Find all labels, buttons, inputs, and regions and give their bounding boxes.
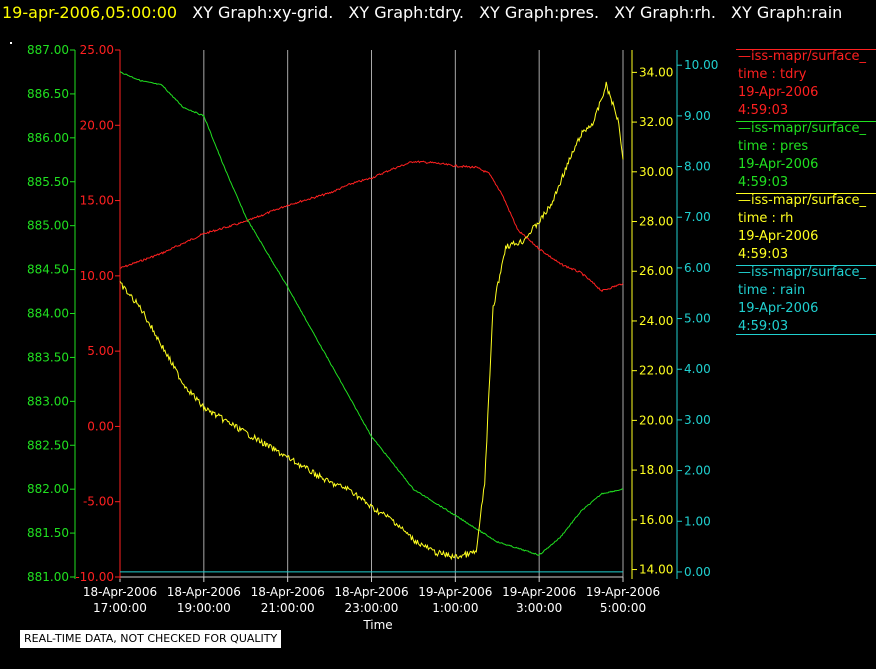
- y-tick-label-rain: 10.00: [684, 58, 718, 72]
- graph-title-rh: XY Graph:rh.: [614, 3, 716, 22]
- y-tick-label-rh: 22.00: [639, 364, 673, 378]
- graph-title-grid: XY Graph:xy-grid.: [192, 3, 334, 22]
- x-tick-label-time: 1:00:00: [432, 601, 478, 615]
- y-tick-label-pres: 884.00: [27, 307, 69, 321]
- y-tick-label-pres: 884.50: [27, 263, 69, 277]
- y-tick-label-pres: 885.50: [27, 175, 69, 189]
- y-tick-label-pres: 882.50: [27, 438, 69, 452]
- legend-date: 19-Apr-2006: [738, 229, 819, 244]
- x-tick-label-date: 18-Apr-2006: [334, 585, 408, 599]
- y-tick-label-rh: 28.00: [639, 215, 673, 229]
- y-tick-label-tdry: 25.00: [80, 43, 114, 57]
- y-tick-label-rh: 30.00: [639, 165, 673, 179]
- x-tick-label-date: 19-Apr-2006: [418, 585, 492, 599]
- y-tick-label-pres: 886.00: [27, 131, 69, 145]
- legend-source: —iss-mapr/surface_: [738, 121, 867, 136]
- y-tick-label-pres: 883.50: [27, 350, 69, 364]
- series-line-pres: [119, 71, 624, 556]
- y-tick-label-rain: 3.00: [684, 413, 711, 427]
- quality-note: REAL-TIME DATA, NOT CHECKED FOR QUALITY: [20, 630, 282, 648]
- legend-source: —iss-mapr/surface_: [738, 193, 867, 208]
- marker-dot: [10, 42, 12, 44]
- legend-line-rh: [736, 193, 876, 194]
- legend-line-tdry: [736, 49, 876, 50]
- x-tick-label-time: 3:00:00: [516, 601, 562, 615]
- legend-item-rh[interactable]: —iss-mapr/surface_ time : rh 19-Apr-2006…: [736, 192, 876, 264]
- y-tick-label-pres: 886.50: [27, 87, 69, 101]
- legend-line-rain: [736, 265, 876, 266]
- y-tick-label-pres: 881.00: [27, 570, 69, 584]
- x-axis-title: Time: [362, 618, 392, 632]
- legend-var: time : rain: [738, 283, 806, 298]
- y-tick-label-rh: 34.00: [639, 65, 673, 79]
- legend-date: 19-Apr-2006: [738, 157, 819, 172]
- y-tick-label-rain: 5.00: [684, 312, 711, 326]
- y-tick-label-rain: 2.00: [684, 464, 711, 478]
- x-tick-label-date: 19-Apr-2006: [586, 585, 660, 599]
- y-tick-label-pres: 887.00: [27, 43, 69, 57]
- y-tick-label-rh: 24.00: [639, 314, 673, 328]
- x-tick-label-time: 23:00:00: [345, 601, 399, 615]
- y-tick-label-rh: 32.00: [639, 115, 673, 129]
- legend-source: —iss-mapr/surface_: [738, 265, 867, 280]
- x-tick-label-time: 5:00:00: [600, 601, 646, 615]
- x-tick-label-date: 19-Apr-2006: [502, 585, 576, 599]
- legend-var: time : pres: [738, 139, 809, 154]
- x-tick-label-time: 19:00:00: [177, 601, 231, 615]
- x-tick-label-time: 17:00:00: [93, 601, 147, 615]
- y-tick-label-pres: 885.00: [27, 219, 69, 233]
- y-tick-label-rain: 4.00: [684, 362, 711, 376]
- y-tick-label-rain: 1.00: [684, 514, 711, 528]
- legend-date: 19-Apr-2006: [738, 301, 819, 316]
- graph-title-rain: XY Graph:rain: [731, 3, 843, 22]
- y-tick-label-tdry: -5.00: [83, 495, 114, 509]
- y-tick-label-rh: 26.00: [639, 264, 673, 278]
- legend-bottom-line: [736, 334, 876, 335]
- legend-source: —iss-mapr/surface_: [738, 49, 867, 64]
- legend-item-rain[interactable]: —iss-mapr/surface_ time : rain 19-Apr-20…: [736, 264, 876, 336]
- y-tick-label-rain: 9.00: [684, 109, 711, 123]
- legend-time: 4:59:03: [738, 103, 789, 118]
- x-tick-label-date: 18-Apr-2006: [167, 585, 241, 599]
- y-tick-label-rh: 20.00: [639, 413, 673, 427]
- legend-item-tdry[interactable]: —iss-mapr/surface_ time : tdry 19-Apr-20…: [736, 48, 876, 120]
- y-tick-label-pres: 881.50: [27, 526, 69, 540]
- y-tick-label-rh: 16.00: [639, 513, 673, 527]
- legend-date: 19-Apr-2006: [738, 85, 819, 100]
- y-tick-label-tdry: 20.00: [80, 118, 114, 132]
- legend-line-pres: [736, 121, 876, 122]
- x-tick-label-time: 21:00:00: [261, 601, 315, 615]
- legend-var: time : tdry: [738, 67, 807, 82]
- x-tick-label-date: 18-Apr-2006: [251, 585, 325, 599]
- legend-time: 4:59:03: [738, 247, 789, 262]
- y-tick-label-rain: 6.00: [684, 261, 711, 275]
- y-tick-label-rain: 8.00: [684, 160, 711, 174]
- y-tick-label-tdry: 5.00: [87, 344, 114, 358]
- y-tick-label-tdry: -10.00: [75, 570, 114, 584]
- x-tick-label-date: 18-Apr-2006: [83, 585, 157, 599]
- graph-title-tdry: XY Graph:tdry.: [348, 3, 464, 22]
- y-tick-label-pres: 883.00: [27, 394, 69, 408]
- y-tick-label-pres: 882.00: [27, 482, 69, 496]
- y-tick-label-rain: 0.00: [684, 565, 711, 579]
- legend: —iss-mapr/surface_ time : tdry 19-Apr-20…: [736, 48, 876, 336]
- series-line-tdry: [119, 160, 624, 293]
- legend-time: 4:59:03: [738, 319, 789, 334]
- y-tick-label-rh: 14.00: [639, 563, 673, 577]
- series-line-rh: [119, 81, 624, 561]
- legend-var: time : rh: [738, 211, 794, 226]
- y-tick-label-tdry: 0.00: [87, 419, 114, 433]
- y-tick-label-tdry: 10.00: [80, 269, 114, 283]
- legend-item-pres[interactable]: —iss-mapr/surface_ time : pres 19-Apr-20…: [736, 120, 876, 192]
- y-tick-label-rh: 18.00: [639, 463, 673, 477]
- y-tick-label-tdry: 15.00: [80, 194, 114, 208]
- y-tick-label-rain: 7.00: [684, 210, 711, 224]
- window-title: 19-apr-2006,05:00:00 XY Graph:xy-grid. X…: [2, 3, 842, 22]
- legend-time: 4:59:03: [738, 175, 789, 190]
- timestamp: 19-apr-2006,05:00:00: [2, 3, 178, 22]
- graph-title-pres: XY Graph:pres.: [479, 3, 600, 22]
